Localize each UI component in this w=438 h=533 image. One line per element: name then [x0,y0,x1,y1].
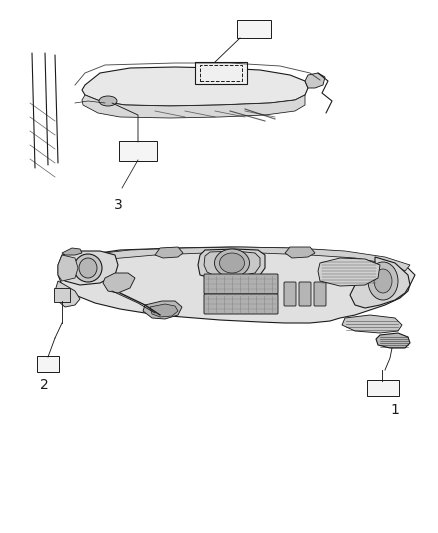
Polygon shape [198,249,265,279]
Polygon shape [82,95,305,118]
Bar [200,65,242,81]
Polygon shape [150,304,178,317]
Polygon shape [143,301,182,319]
Polygon shape [60,247,410,271]
Polygon shape [58,247,415,323]
FancyBboxPatch shape [284,282,296,306]
Ellipse shape [74,254,102,282]
Text: 2: 2 [39,378,48,392]
Text: 3: 3 [113,198,122,212]
Polygon shape [55,281,80,307]
Polygon shape [62,248,82,255]
Polygon shape [204,251,260,276]
Polygon shape [305,73,325,88]
Ellipse shape [99,96,117,106]
FancyBboxPatch shape [37,356,59,372]
Ellipse shape [215,249,250,277]
FancyBboxPatch shape [314,282,326,306]
Bar [195,62,247,84]
Ellipse shape [368,262,398,300]
Polygon shape [82,67,308,106]
FancyBboxPatch shape [367,380,399,396]
FancyBboxPatch shape [204,274,278,294]
Ellipse shape [219,253,244,273]
Ellipse shape [374,269,392,293]
Polygon shape [58,255,78,281]
Polygon shape [342,315,402,333]
Polygon shape [285,247,315,258]
Polygon shape [376,333,410,348]
Polygon shape [155,247,183,258]
Polygon shape [58,251,118,285]
Polygon shape [318,258,380,286]
Ellipse shape [79,258,97,278]
FancyBboxPatch shape [204,294,278,314]
Text: 1: 1 [391,403,399,417]
FancyBboxPatch shape [237,20,271,38]
FancyBboxPatch shape [299,282,311,306]
Polygon shape [350,257,410,308]
Polygon shape [103,273,135,293]
FancyBboxPatch shape [54,288,70,302]
FancyBboxPatch shape [119,141,157,161]
